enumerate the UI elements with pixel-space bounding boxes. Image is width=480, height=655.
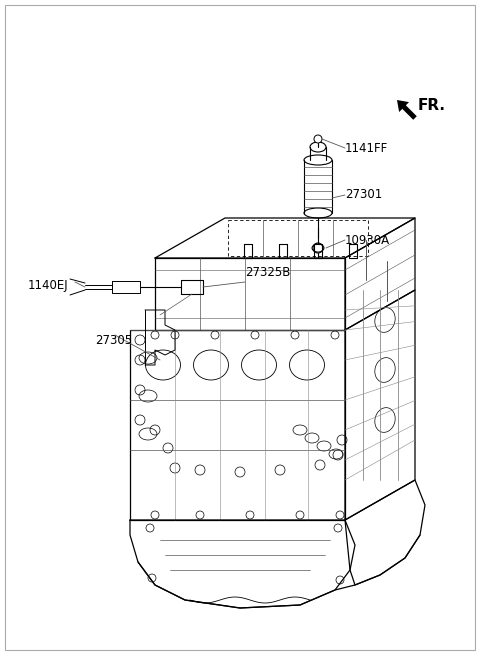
Ellipse shape [310, 142, 326, 152]
Ellipse shape [304, 208, 332, 218]
Text: 27301: 27301 [345, 189, 382, 202]
Circle shape [313, 243, 323, 253]
Text: 10930A: 10930A [345, 233, 390, 246]
Text: 27325B: 27325B [245, 265, 290, 278]
Text: 27305: 27305 [95, 333, 132, 346]
Text: 1141FF: 1141FF [345, 141, 388, 155]
FancyArrow shape [397, 100, 417, 120]
Text: FR.: FR. [418, 98, 446, 113]
Text: 1140EJ: 1140EJ [28, 278, 69, 291]
Circle shape [314, 135, 322, 143]
Ellipse shape [304, 155, 332, 165]
